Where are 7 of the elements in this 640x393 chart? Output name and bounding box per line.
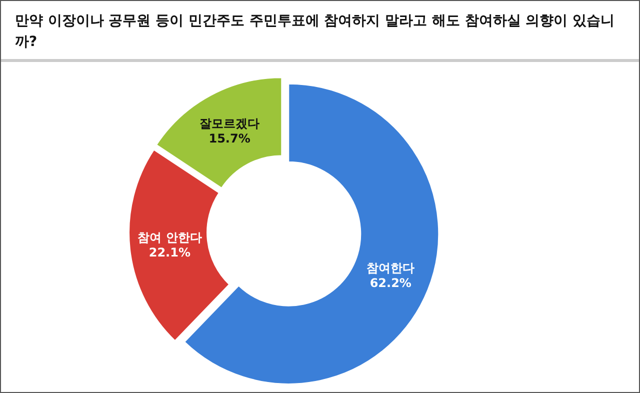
slice-label: 참여한다 xyxy=(366,261,415,276)
chart-title: 만약 이장이나 공무원 등이 민간주도 주민투표에 참여하지 말라고 해도 참여하실 의향이 있습니까? xyxy=(1,1,639,62)
slice-label: 참여 안한다 xyxy=(138,230,202,245)
data-label: 62.2% xyxy=(370,276,412,290)
slice-label: 잘모르겠다 xyxy=(200,116,260,131)
data-label: 22.1% xyxy=(148,246,191,260)
data-label: 15.7% xyxy=(208,132,250,146)
